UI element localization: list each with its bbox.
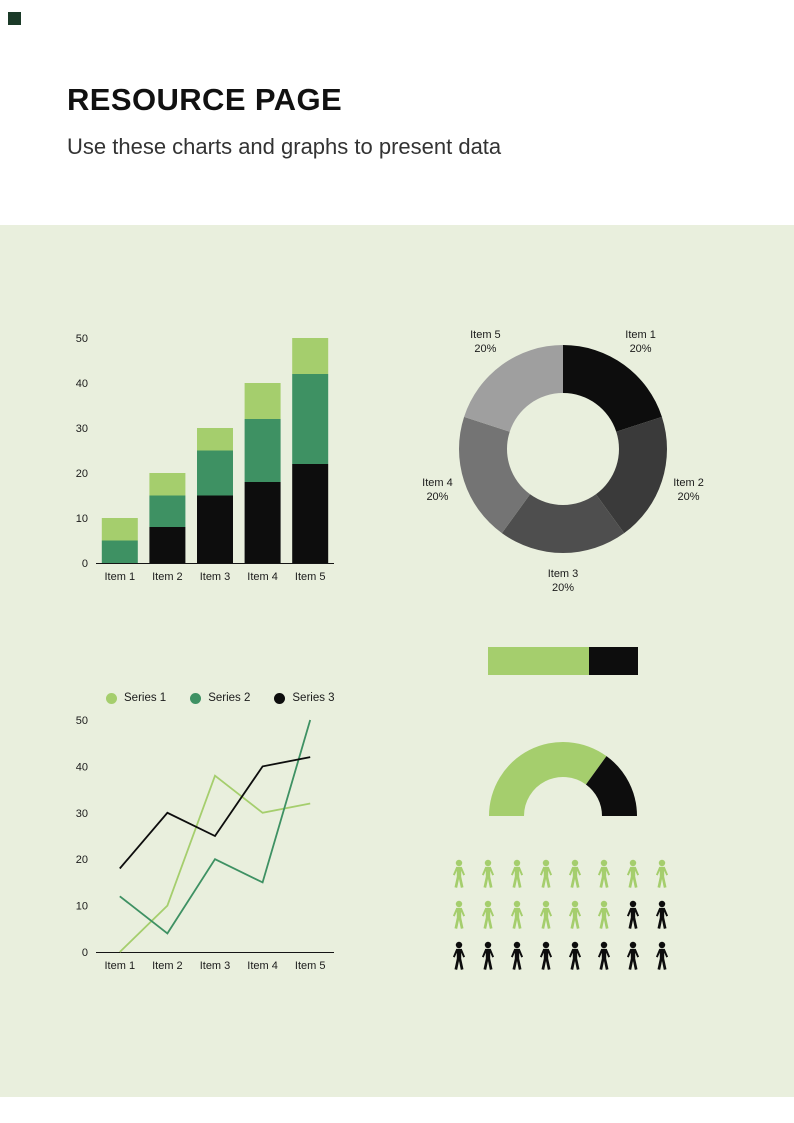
gauge-chart [489,741,637,816]
progress-bar [488,647,638,675]
person-icon [568,859,582,888]
svg-text:Item 1: Item 1 [625,329,656,341]
svg-text:Item 5: Item 5 [470,329,501,341]
svg-text:30: 30 [76,808,88,820]
legend-item-series2: Series 2 [190,692,250,704]
svg-text:Item 4: Item 4 [247,960,278,972]
person-icon [481,941,495,970]
progress-segment-green [488,647,589,675]
person-icon [626,941,640,970]
svg-text:Item 2: Item 2 [152,571,183,583]
person-icon [655,941,669,970]
svg-text:Item 3: Item 3 [200,960,231,972]
svg-text:10: 10 [76,901,88,913]
series2-dot-icon [190,692,202,704]
donut-chart: Item 1 20% Item 2 20% Item 3 20% Item 4 20% Item… [422,329,704,594]
person-icon [539,941,553,970]
person-icon [510,900,524,929]
person-icon [568,900,582,929]
svg-text:Item 3: Item 3 [548,568,579,580]
svg-text:Item 2: Item 2 [152,960,183,972]
svg-text:20: 20 [76,854,88,866]
person-icon [452,900,466,929]
svg-text:20%: 20% [474,343,496,355]
person-icon [626,859,640,888]
series2-label: Series 2 [208,692,251,704]
person-icon [539,900,553,929]
person-icon [655,859,669,888]
header: RESOURCE PAGE Use these charts and graph… [67,82,501,160]
svg-text:Item 5: Item 5 [295,571,326,583]
legend-item-series3: Series 3 [274,692,335,704]
svg-text:20%: 20% [678,491,700,503]
series1-label: Series 1 [124,692,167,704]
corner-mark [8,12,21,25]
person-icon [452,859,466,888]
svg-text:Item 5: Item 5 [295,960,326,972]
svg-text:Item 1: Item 1 [105,571,136,583]
svg-text:50: 50 [76,715,88,727]
svg-text:40: 40 [76,378,88,390]
svg-text:40: 40 [76,761,88,773]
progress-segment-black [588,647,638,675]
person-icon [655,900,669,929]
svg-text:20%: 20% [552,582,574,594]
svg-text:Item 1: Item 1 [105,960,136,972]
person-icon [597,900,611,929]
person-icon [626,900,640,929]
person-icon [539,859,553,888]
svg-text:0: 0 [82,558,88,570]
svg-text:30: 30 [76,423,88,435]
pictograph [448,858,676,972]
person-icon [481,900,495,929]
svg-text:Item 4: Item 4 [247,571,278,583]
person-icon [568,941,582,970]
page-title: RESOURCE PAGE [67,82,343,117]
svg-text:20%: 20% [630,343,652,355]
page-subtitle: Use these charts and graphs to present d… [67,134,502,159]
series1-dot-icon [106,692,117,704]
svg-text:20%: 20% [426,491,448,503]
svg-text:Item 4: Item 4 [422,477,453,489]
series3-dot-icon [274,692,286,704]
line-chart-legend: Series 1 Series 2 Series 3 [58,688,338,708]
svg-text:Item 3: Item 3 [200,571,231,583]
svg-text:0: 0 [82,947,88,959]
svg-text:10: 10 [76,513,88,525]
line-chart: 0 10 20 30 40 50 Item 1 Item 2 Item 3 Item 4 Item … [76,715,334,972]
stacked-bar-chart: 0 10 20 30 40 50 Item 1 Item 2 Item 3 Item 4 Item … [76,333,334,583]
svg-text:50: 50 [76,333,88,345]
person-icon [510,941,524,970]
person-icon [597,859,611,888]
person-icon [510,859,524,888]
person-icon [597,941,611,970]
series3-label: Series 3 [292,692,335,704]
line-chart-block: Series 1 Series 2 Series 3 0 10 20 30 40 50 It… [58,688,338,989]
person-icon [481,859,495,888]
svg-text:Item 2: Item 2 [673,477,704,489]
legend-item-series1: Series 1 [106,692,166,704]
person-icon [452,941,466,970]
svg-text:20: 20 [76,468,88,480]
